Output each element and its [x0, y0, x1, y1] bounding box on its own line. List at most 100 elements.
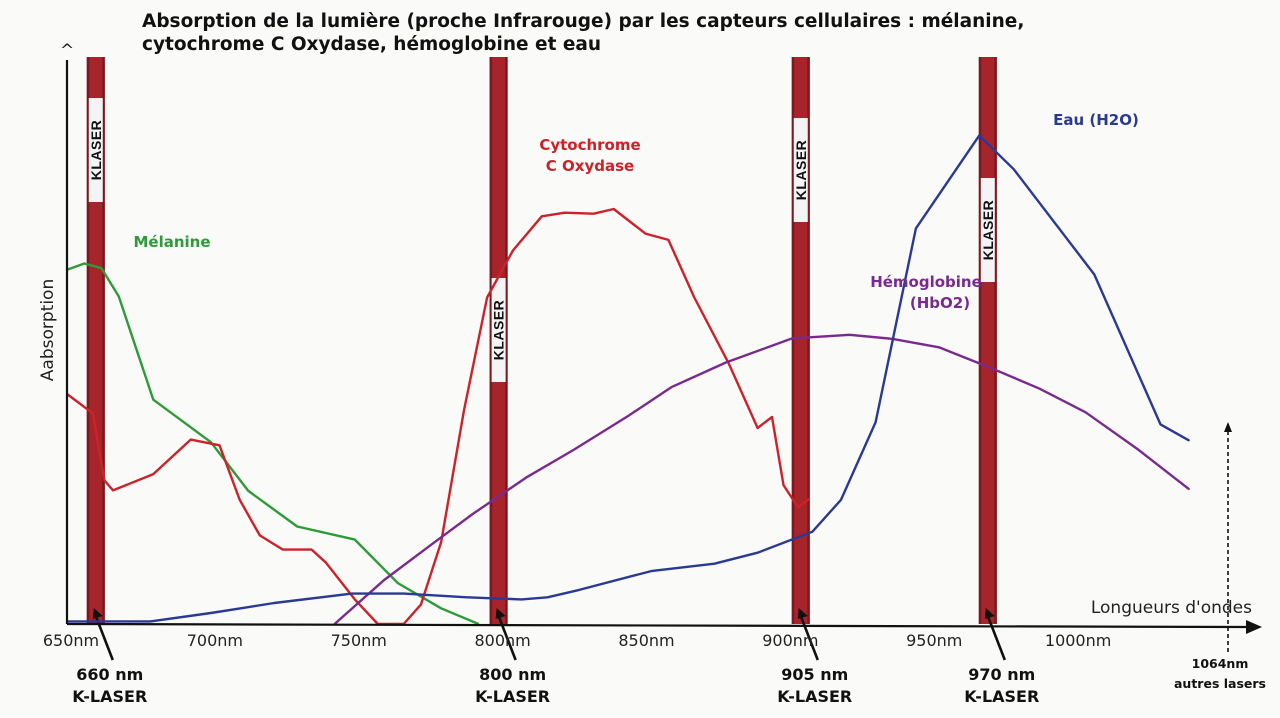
- laser-pointer-arrowhead: [984, 608, 995, 619]
- data-point-cytochrome-c-oxydase: [92, 412, 94, 414]
- data-point-hemoglobine-hbo2: [1085, 411, 1087, 413]
- data-point-cytochrome-c-oxydase: [693, 296, 695, 299]
- data-point-hemoglobine-hbo2: [472, 513, 474, 515]
- data-point-cytochrome-c-oxydase: [325, 562, 327, 564]
- other-laser-label: autres lasers: [1174, 676, 1266, 691]
- data-point-hemoglobine-hbo2: [1188, 488, 1190, 490]
- data-point-melanine: [83, 262, 85, 265]
- laser-band-800: KLASER: [489, 57, 517, 661]
- data-point-melanine: [397, 582, 399, 584]
- x-tick-label: 650nm: [43, 631, 99, 650]
- data-point-hemoglobine-hbo2: [431, 543, 433, 545]
- y-axis-label: Aabsorption: [38, 279, 58, 381]
- data-point-eau-h2o: [578, 589, 580, 591]
- axes: ^ Longueurs d'ondes Aabsorption: [38, 41, 1262, 634]
- data-point-melanine: [100, 267, 103, 269]
- laser-band-plate: [793, 118, 808, 222]
- data-point-hemoglobine-hbo2: [572, 449, 575, 451]
- data-point-melanine: [354, 539, 356, 541]
- other-laser-label: 1064nm: [1192, 656, 1249, 671]
- series-line-cytochrome-c-oxydase: [66, 207, 811, 626]
- laser-label-line: K-LASER: [964, 687, 1039, 706]
- series-line-eau-h2o: [67, 134, 1190, 623]
- x-tick-label: 750nm: [331, 631, 387, 650]
- data-point-cytochrome-c-oxydase: [541, 215, 543, 217]
- laser-band-edge: [978, 57, 982, 624]
- data-point-hemoglobine-hbo2: [526, 476, 529, 478]
- data-point-cytochrome-c-oxydase: [259, 534, 261, 537]
- laser-label-line: 970 nm: [968, 665, 1035, 684]
- data-point-eau-h2o: [210, 612, 212, 614]
- data-point-cytochrome-c-oxydase: [463, 409, 465, 411]
- x-tick-label: 900nm: [762, 631, 818, 650]
- laser-band-edge: [102, 57, 105, 624]
- data-point-cytochrome-c-oxydase: [112, 489, 114, 491]
- data-point-cytochrome-c-oxydase: [644, 233, 647, 235]
- laser-band-edge: [505, 57, 508, 624]
- series-label-melanine: Mélanine: [133, 233, 210, 251]
- data-point-eau-h2o: [875, 421, 877, 423]
- data-point-hemoglobine-hbo2: [382, 579, 385, 582]
- data-point-eau-h2o: [1013, 168, 1015, 170]
- laser-band-plate: [980, 178, 995, 282]
- x-tick-label: 950nm: [906, 631, 962, 650]
- data-point-cytochrome-c-oxydase: [564, 212, 566, 214]
- other-laser-arrowhead: [1224, 422, 1232, 432]
- data-point-melanine: [152, 399, 154, 401]
- laser-band-plate: [491, 278, 506, 382]
- laser-band-edge: [807, 57, 810, 624]
- data-point-cytochrome-c-oxydase: [667, 239, 670, 241]
- data-point-cytochrome-c-oxydase: [103, 479, 105, 481]
- data-point-hemoglobine-hbo2: [1136, 448, 1138, 450]
- data-point-hemoglobine-hbo2: [849, 334, 851, 336]
- series-label-cytochrome-c-oxydase: Cytochrome: [539, 136, 640, 154]
- annotations: 660 nm K-LASER 800 nm K-LASER 905 nm K-LASER 9…: [72, 111, 1266, 706]
- x-tick-labels: 650nm 700nm 750nm 800nm 850nm 900nm 950nm 1000n…: [43, 631, 1111, 650]
- data-point-eau-h2o: [1159, 423, 1162, 425]
- data-point-hemoglobine-hbo2: [791, 337, 793, 339]
- data-point-eau-h2o: [1093, 273, 1095, 276]
- laser-band-905: KLASER: [791, 57, 819, 661]
- data-point-eau-h2o: [811, 531, 813, 533]
- laser-label-line: K-LASER: [72, 687, 147, 706]
- data-point-melanine: [296, 525, 298, 528]
- data-point-hemoglobine-hbo2: [670, 386, 672, 388]
- data-point-cytochrome-c-oxydase: [728, 363, 730, 365]
- data-point-hemoglobine-hbo2: [938, 346, 940, 348]
- data-point-eau-h2o: [149, 620, 151, 623]
- data-point-eau-h2o: [351, 593, 353, 595]
- data-point-eau-h2o: [713, 563, 716, 565]
- data-point-cytochrome-c-oxydase: [440, 541, 442, 543]
- data-point-hemoglobine-hbo2: [987, 366, 989, 368]
- laser-pointer-arrowhead: [92, 608, 103, 619]
- series-line-melanine: [66, 262, 479, 626]
- laser-label-line: K-LASER: [777, 687, 852, 706]
- laser-label-line: 905 nm: [781, 665, 848, 684]
- data-point-cytochrome-c-oxydase: [797, 506, 799, 508]
- chart-title-line-1: Absorption de la lumière (proche Infraro…: [142, 11, 1024, 32]
- data-point-cytochrome-c-oxydase: [190, 439, 192, 441]
- laser-band-edge: [489, 57, 493, 624]
- data-point-cytochrome-c-oxydase: [613, 208, 615, 210]
- laser-band-edge: [994, 57, 997, 624]
- x-axis-label: Longueurs d'ondes: [1091, 598, 1252, 618]
- x-tick-label: 800nm: [474, 631, 530, 650]
- series-label-eau-h2o: Eau (H2O): [1053, 111, 1139, 129]
- data-point-cytochrome-c-oxydase: [420, 604, 422, 606]
- data-point-eau-h2o: [273, 602, 275, 604]
- series-label-cytochrome-c-oxydase: C Oxydase: [546, 157, 634, 175]
- y-axis-arrow: ^: [60, 41, 74, 61]
- x-tick-label: 1000nm: [1045, 631, 1111, 650]
- laser-band-text: KLASER: [793, 140, 809, 201]
- data-point-cytochrome-c-oxydase: [808, 498, 811, 500]
- data-point-melanine: [440, 607, 442, 609]
- data-point-cytochrome-c-oxydase: [486, 296, 488, 299]
- laser-band-970: KLASER: [978, 57, 1007, 661]
- laser-band-660: KLASER: [86, 57, 114, 661]
- series-label-hemoglobine-hbo2: (HbO2): [910, 294, 970, 312]
- x-axis-line: [66, 622, 1249, 629]
- laser-pointer-line: [799, 615, 819, 661]
- laser-bands: KLASER KLASER KLASER KLASER: [86, 57, 1007, 661]
- laser-label-line: 660 nm: [76, 665, 143, 684]
